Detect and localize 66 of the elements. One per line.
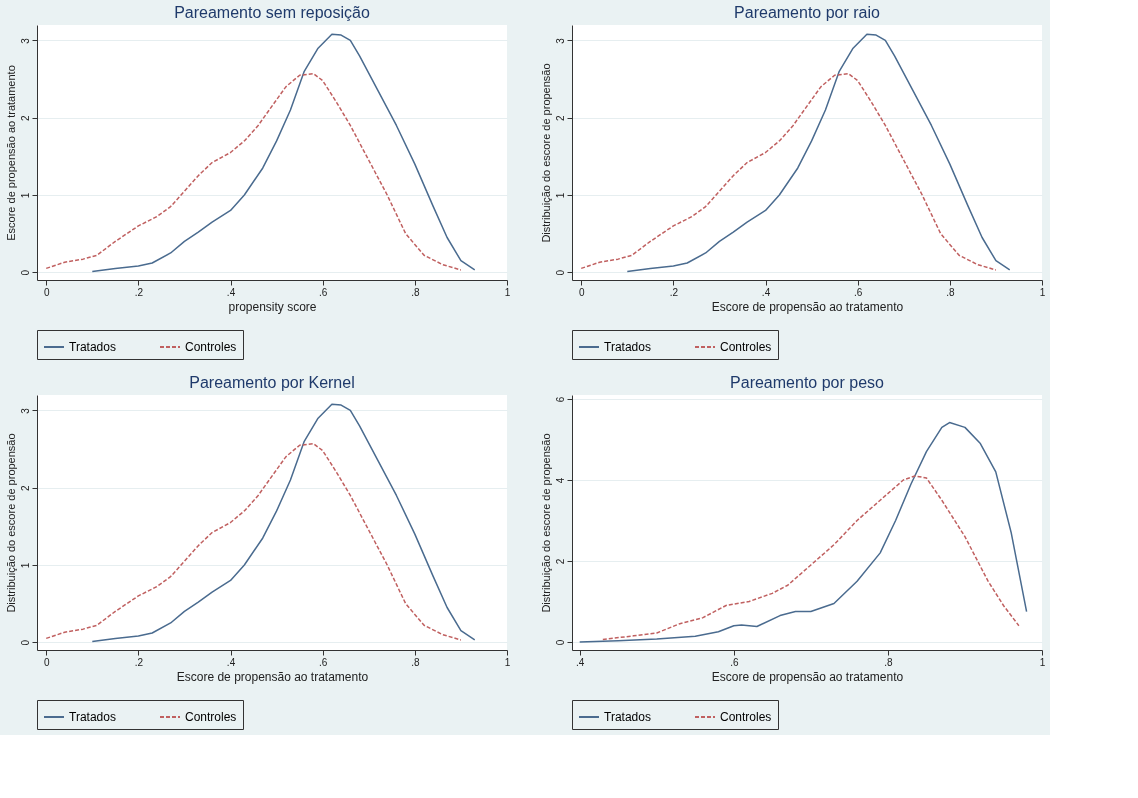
y-axis-title: Escore de propensão ao tratamento [4, 65, 17, 241]
line-series [626, 33, 1011, 273]
y-tick-label: 3 [19, 37, 31, 44]
x-tick-label: .2 [134, 286, 144, 298]
line-series [580, 72, 997, 271]
x-tick-label: .4 [226, 656, 236, 668]
x-tick-label: 0 [578, 286, 585, 298]
y-tick-label: 1 [19, 562, 31, 569]
y-axis-title: Distribuição do escore de propensão [539, 433, 552, 613]
x-tick-label: 1 [504, 286, 511, 298]
x-tick-label: .4 [226, 286, 236, 298]
x-tick-label: 1 [1039, 286, 1046, 298]
chart-title: Pareamento por raio [734, 4, 881, 21]
x-axis-title: propensity score [228, 299, 317, 314]
y-tick-label: 0 [554, 639, 566, 646]
x-tick-label: 0 [43, 286, 50, 298]
y-tick-label: 2 [19, 485, 31, 492]
y-tick-label: 4 [554, 477, 566, 484]
y-tick-label: 0 [19, 269, 31, 276]
line-series [578, 421, 1028, 643]
y-tick-label: 2 [554, 558, 566, 565]
line-series [91, 33, 476, 273]
x-tick-label: 1 [504, 656, 511, 668]
y-axis-title: Distribuição do escore de propensão [4, 433, 17, 613]
y-tick-label: 3 [19, 407, 31, 414]
x-tick-label: .2 [669, 286, 679, 298]
legend-label: Controles [720, 340, 772, 354]
legend-label: Tratados [604, 710, 651, 724]
x-axis-title: Escore de propensão ao tratamento [711, 669, 904, 684]
x-tick-label: .8 [946, 286, 955, 298]
y-tick-label: 2 [19, 115, 31, 122]
line-series [45, 72, 462, 271]
line-series [602, 475, 1020, 641]
legend-label: Controles [185, 710, 237, 724]
y-tick-label: 2 [554, 115, 566, 122]
x-tick-label: 0 [43, 656, 50, 668]
x-tick-label: .6 [730, 656, 739, 668]
x-axis-title: Escore de propensão ao tratamento [176, 669, 369, 684]
line-series [45, 442, 462, 641]
x-tick-label: .6 [319, 656, 328, 668]
y-tick-label: 0 [19, 639, 31, 646]
chart-title: Pareamento sem reposição [174, 4, 370, 21]
line-series [91, 403, 476, 643]
x-tick-label: .2 [134, 656, 144, 668]
legend-label: Tratados [69, 340, 116, 354]
x-tick-label: .8 [411, 656, 420, 668]
y-tick-label: 6 [554, 396, 566, 403]
x-tick-label: .4 [576, 656, 585, 668]
legend-label: Tratados [69, 710, 116, 724]
y-tick-label: 3 [554, 37, 566, 44]
y-axis-title: Distribuição do escore de propensão [539, 63, 552, 243]
x-tick-label: .6 [319, 286, 328, 298]
x-tick-label: .4 [761, 286, 771, 298]
x-tick-label: 1 [1039, 656, 1046, 668]
chart-title: Pareamento por Kernel [189, 374, 355, 391]
legend-label: Controles [720, 710, 772, 724]
legend-label: Controles [185, 340, 237, 354]
legend-label: Tratados [604, 340, 651, 354]
y-tick-label: 1 [554, 192, 566, 199]
x-tick-label: .8 [884, 656, 894, 668]
x-tick-label: .6 [854, 286, 863, 298]
x-tick-label: .8 [411, 286, 420, 298]
chart-title: Pareamento por peso [730, 374, 885, 391]
y-tick-label: 0 [554, 269, 566, 276]
y-tick-label: 1 [19, 192, 31, 199]
x-axis-title: Escore de propensão ao tratamento [711, 299, 904, 314]
